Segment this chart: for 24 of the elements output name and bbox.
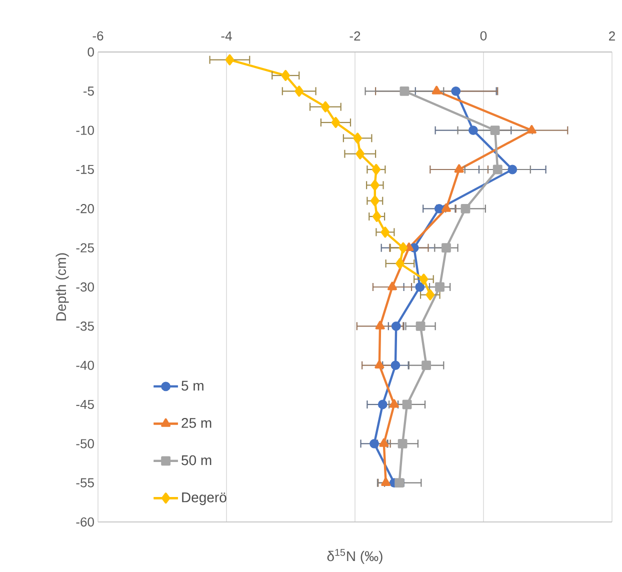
x-axis-title: δ$^{15}$N (‰) <box>327 549 382 564</box>
y-tick-label: -25 <box>76 243 94 252</box>
y-tick-label: -15 <box>76 164 94 174</box>
x-tick-label: 0 <box>480 31 487 40</box>
x-tick-label: -6 <box>92 31 104 40</box>
y-tick-label: -55 <box>76 478 94 488</box>
y-tick-label: -10 <box>76 126 94 135</box>
legend-label: 25 m <box>182 418 212 428</box>
y-tick-label: -40 <box>76 360 94 370</box>
y-tick-label: -50 <box>76 439 94 448</box>
y-tick-label: -5 <box>83 86 94 96</box>
legend-label: Degerö <box>182 492 226 506</box>
x-tick-label: -2 <box>350 31 360 40</box>
legend-label: 5 m <box>182 380 204 391</box>
y-tick-label: 0 <box>88 47 94 57</box>
y-tick-label: -30 <box>76 282 94 292</box>
x-tick-label: 2 <box>609 31 615 40</box>
x-tick-label: -4 <box>221 32 232 40</box>
y-tick-label: -20 <box>76 204 94 214</box>
y-tick-label: -60 <box>76 517 94 527</box>
y-tick-label: -45 <box>76 400 94 410</box>
legend-label: 50 m <box>182 455 212 466</box>
y-axis-title: Depth (cm) <box>56 253 69 320</box>
y-tick-label: -35 <box>76 322 94 331</box>
